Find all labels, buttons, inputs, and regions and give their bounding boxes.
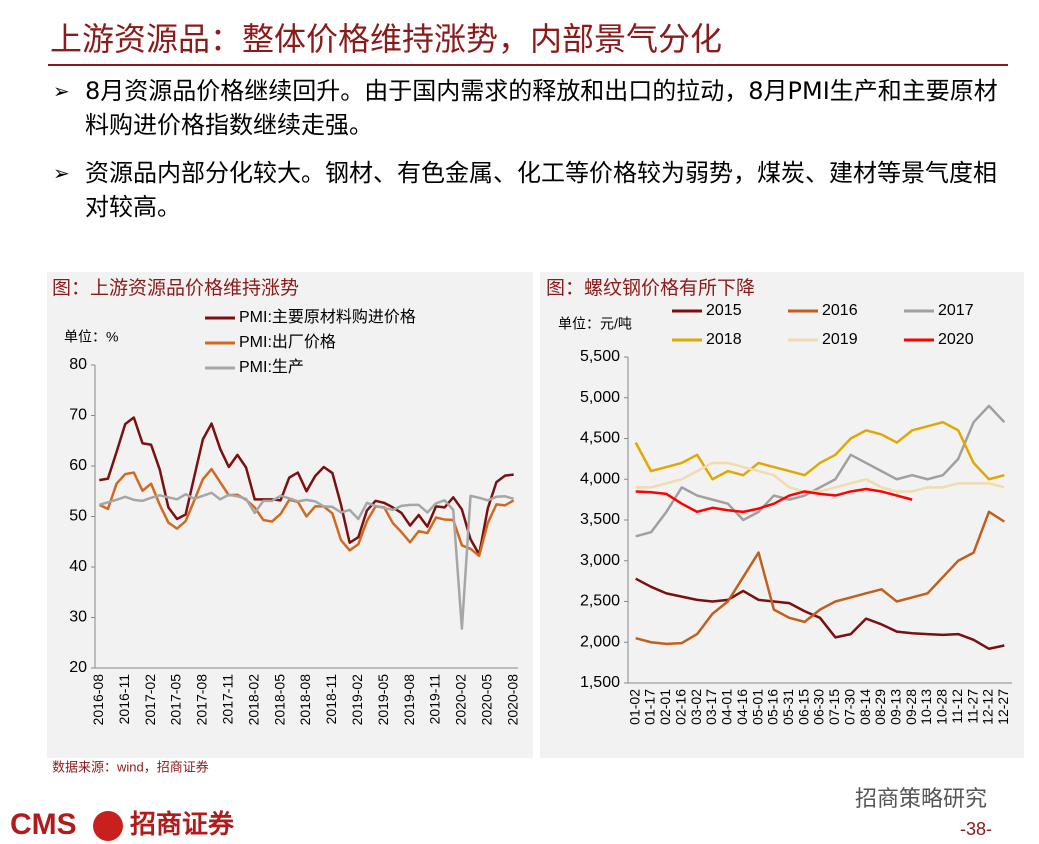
chart-title: 图：螺纹钢价格有所下降	[546, 277, 755, 299]
x-tick-label: 11-27	[964, 689, 980, 724]
y-tick-label: 3,000	[580, 552, 620, 569]
series-line	[98, 491, 515, 630]
x-tick-label: 01-02	[626, 689, 642, 725]
legend-label: 2018	[706, 331, 742, 348]
series-line	[634, 420, 1005, 481]
y-tick-label: 4,000	[580, 470, 620, 487]
legend-label: 2016	[822, 302, 858, 319]
legend-label: 2020	[938, 331, 974, 348]
y-tick-label: 5,000	[580, 389, 620, 406]
x-tick-label: 03-02	[688, 689, 704, 725]
y-tick-label: 80	[69, 356, 87, 373]
unit-label: 单位：%	[64, 329, 118, 345]
x-tick-label: 2019-11	[427, 674, 443, 725]
x-tick-label: 04-01	[719, 689, 735, 725]
unit-label: 单位：元/吨	[558, 316, 632, 332]
y-tick-label: 20	[69, 659, 87, 676]
x-tick-label: 2020-08	[504, 674, 520, 726]
source: 数据来源：wind，招商证券	[52, 759, 209, 774]
series-line	[635, 577, 1005, 651]
legend-label: 2019	[822, 331, 858, 348]
panel	[540, 272, 1024, 758]
slide-title: 上游资源品：整体价格维持涨势，内部景气分化	[50, 20, 723, 58]
y-tick-label: 5,500	[580, 348, 620, 365]
x-tick-label: 2016-11	[116, 674, 132, 725]
bullet: 资源品内部分化较大。钢材、有色金属、化工等价格较为弱势，煤炭、建材等景气度相对较…	[53, 156, 1005, 224]
logo-name: 招商证券	[130, 809, 235, 839]
series-line	[98, 467, 515, 558]
x-tick-label: 2019-05	[375, 674, 391, 726]
legend-label: PMI:出厂价格	[239, 333, 336, 351]
x-tick-label: 2019-08	[401, 674, 417, 726]
legend-label: 2017	[938, 302, 974, 319]
watermark: 招商策略研究	[855, 786, 987, 811]
logo-icon	[93, 811, 123, 841]
x-tick-label: 03-17	[703, 689, 719, 725]
x-tick-label: 2020-02	[453, 674, 469, 726]
x-tick-label: 04-16	[734, 689, 750, 725]
x-tick-label: 2017-08	[194, 674, 210, 726]
legend-label: PMI:生产	[239, 358, 304, 376]
series-line	[635, 404, 1006, 538]
x-tick-label: 07-30	[841, 689, 857, 725]
x-tick-label: 02-16	[672, 689, 688, 725]
x-tick-label: 05-31	[780, 689, 796, 725]
panel	[47, 272, 533, 758]
y-tick-label: 3,500	[580, 511, 620, 528]
x-tick-label: 2019-02	[349, 674, 365, 726]
y-tick-label: 60	[69, 457, 87, 474]
x-tick-label: 11-12	[949, 689, 965, 724]
y-tick-label: 1,500	[580, 674, 620, 691]
x-tick-label: 05-16	[765, 689, 781, 725]
y-tick-label: 30	[69, 609, 87, 626]
y-tick-label: 4,500	[580, 430, 620, 447]
y-tick-label: 2,000	[580, 633, 620, 650]
legend-label: PMI:主要原材料购进价格	[239, 308, 416, 326]
x-tick-label: 2018-02	[245, 674, 261, 726]
x-tick-label: 2016-08	[90, 674, 106, 726]
x-tick-label: 12-12	[980, 689, 996, 725]
x-tick-label: 05-01	[749, 689, 765, 725]
series-line	[99, 416, 514, 556]
x-tick-label: 01-17	[642, 689, 658, 725]
bullet: 8月资源品价格继续回升。由于国内需求的释放和出口的拉动，8月PMI生产和主要原材…	[53, 74, 1005, 142]
x-tick-label: 2018-08	[297, 674, 313, 726]
x-tick-label: 06-30	[811, 689, 827, 725]
x-tick-label: 2017-05	[168, 674, 184, 726]
x-tick-label: 07-15	[826, 689, 842, 725]
x-tick-label: 2017-02	[142, 674, 158, 726]
legend-label: 2015	[706, 302, 742, 319]
series-line	[635, 487, 913, 514]
x-tick-label: 06-15	[795, 689, 811, 725]
chart-title: 图：上游资源品价格维持涨势	[52, 277, 299, 299]
series-line	[635, 510, 1005, 646]
x-tick-label: 2018-05	[271, 674, 287, 726]
x-tick-label: 09-28	[903, 689, 919, 725]
x-tick-label: 09-13	[888, 689, 904, 725]
logo: CMS	[10, 808, 77, 841]
x-tick-label: 12-27	[995, 689, 1011, 725]
x-tick-label: 2017-11	[220, 674, 236, 725]
title-rule	[48, 64, 1008, 66]
page-number: -38-	[960, 819, 992, 839]
x-tick-label: 10-13	[918, 689, 934, 725]
y-tick-label: 2,500	[580, 593, 620, 610]
x-tick-label: 2020-05	[478, 674, 494, 726]
y-tick-label: 40	[69, 558, 87, 575]
x-tick-label: 08-29	[872, 689, 888, 725]
y-tick-label: 70	[69, 407, 87, 424]
y-tick-label: 50	[69, 508, 87, 525]
x-tick-label: 10-28	[934, 689, 950, 725]
x-tick-label: 08-14	[857, 689, 873, 725]
x-tick-label: 2018-11	[323, 674, 339, 725]
x-tick-label: 02-01	[657, 689, 673, 725]
series-line	[635, 461, 1005, 493]
